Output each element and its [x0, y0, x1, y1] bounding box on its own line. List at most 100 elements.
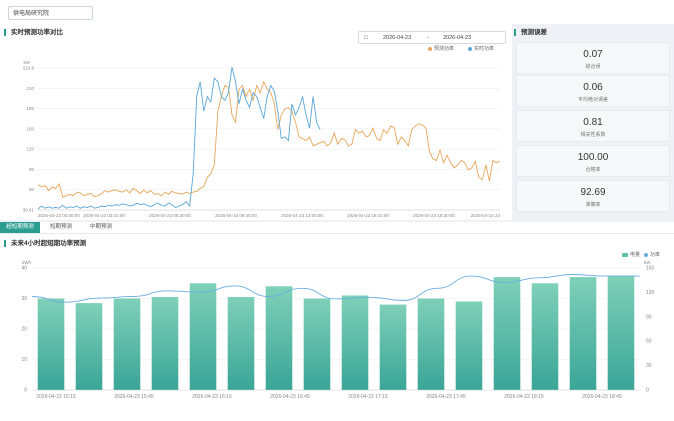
- y-tick-label: 30.61: [23, 208, 35, 213]
- metrics-title: 预测误差: [514, 29, 547, 36]
- metric-label: 相关性系数: [580, 132, 606, 138]
- bar: [493, 277, 521, 390]
- x-tick-label: 2026-04-23 15:15: [36, 394, 76, 400]
- left-tick-label: 40: [21, 266, 27, 272]
- legend-actual[interactable]: 实时功率: [468, 45, 494, 52]
- metric-value: 0.06: [583, 82, 603, 93]
- metric-label: 准确率: [585, 202, 601, 208]
- power-series-line: [31, 274, 640, 303]
- x-tick-label: 2026-04-23 17:45: [426, 394, 466, 400]
- bar: [569, 277, 597, 390]
- metric-card: 0.06 平均绝对误差: [516, 75, 670, 107]
- bar: [151, 297, 179, 390]
- bar: [607, 275, 635, 390]
- top-bar: 供电局研究院: [0, 0, 674, 25]
- series-line-predicted: [37, 80, 501, 198]
- left-tick-label: 10: [21, 357, 27, 363]
- legend-predicted[interactable]: 预测功率: [428, 45, 454, 52]
- bar: [37, 298, 65, 390]
- metric-card: 0.81 相关性系数: [516, 110, 670, 142]
- forecast-bar-chart: kWh kW 40 30 20 10 0 150 120 90 60 30 0 2026-04-23 15…: [21, 260, 655, 400]
- metric-value: 100.00: [577, 152, 609, 163]
- bar: [303, 298, 331, 390]
- left-tick-label: 30: [21, 296, 27, 302]
- forecast-title: 未来4小时超短期功率预测: [4, 240, 86, 247]
- x-tick-label: 2026-04-23 19:30:00: [413, 213, 455, 218]
- tab-ultra-short[interactable]: 超短期预测: [0, 222, 40, 233]
- y-tick-label: 120: [26, 147, 34, 152]
- bar: [113, 298, 141, 390]
- bar: [341, 295, 369, 390]
- x-tick-label: 2026-04-23 03:15:00: [83, 213, 125, 218]
- legend-power-marker: [644, 252, 648, 257]
- legend-energy-label: 电量: [630, 252, 641, 258]
- y-tick-label: 180: [26, 106, 34, 111]
- right-tick-label: 60: [646, 339, 652, 345]
- right-tick-label: 150: [646, 266, 655, 272]
- series-line-actual: [37, 66, 321, 210]
- metric-card: 0.07 综合误: [516, 42, 670, 74]
- bar: [265, 286, 293, 390]
- realtime-panel: 实时预测功率对比 □ 2026-04-23 - 2026-04-23 预测功率 …: [0, 24, 512, 220]
- tab-mid[interactable]: 中期预测: [89, 224, 112, 230]
- date-separator: -: [427, 35, 429, 41]
- y-tick-label: 223.8: [23, 66, 35, 71]
- right-axis-unit: kW: [644, 260, 651, 265]
- left-tick-label: 20: [21, 327, 27, 333]
- realtime-title: 实时预测功率对比: [4, 29, 63, 36]
- x-tick-label: 2026-04-23 13:00:00: [281, 213, 323, 218]
- legend-power[interactable]: 功率: [644, 251, 660, 258]
- left-tick-label: 0: [24, 388, 27, 394]
- bar: [227, 297, 255, 390]
- x-tick-label: 2026-04-23 16:15:00: [347, 213, 389, 218]
- forecast-panel: 超短期预测 短期预测 中期预测 未来4小时超短期功率预测 电量 功率 kWh kW…: [0, 222, 674, 421]
- legend-predicted-label: 预测功率: [434, 46, 455, 52]
- metric-value: 0.07: [583, 49, 603, 60]
- x-tick-label: 2026-04-23 06:30:00: [149, 213, 191, 218]
- metric-label: 平均绝对误差: [577, 97, 608, 103]
- bar: [189, 283, 217, 391]
- x-tick-label: 2026-04-23 17:15: [348, 394, 388, 400]
- metric-value: 92.69: [580, 187, 606, 198]
- x-tick-label: 2026-04-23 00:00:00: [38, 213, 80, 218]
- legend-predicted-marker: [428, 46, 432, 51]
- x-tick-label: 2026-04-23 16:15: [192, 394, 232, 400]
- bar: [417, 298, 445, 390]
- metric-label: 综合误: [585, 64, 601, 70]
- x-tick-label: 2026-04-23 18:45: [582, 394, 622, 400]
- date-end[interactable]: 2026-04-23: [443, 35, 472, 41]
- x-tick-label: 2026-04-23 18:15: [504, 394, 544, 400]
- y-tick-label: 90: [29, 167, 35, 172]
- y-tick-label: 210: [26, 86, 34, 91]
- date-start[interactable]: 2026-04-23: [383, 35, 412, 41]
- right-tick-label: 120: [646, 290, 655, 296]
- station-select[interactable]: 供电局研究院: [8, 6, 93, 20]
- legend-power-label: 功率: [650, 252, 661, 258]
- metric-label: 合格率: [585, 167, 601, 173]
- x-tick-label: 2026-04-23 16:45: [270, 394, 310, 400]
- bar: [75, 303, 103, 390]
- legend-actual-marker: [468, 46, 472, 51]
- forecast-tabs: 超短期预测 短期预测 中期预测: [0, 222, 674, 234]
- right-tick-label: 30: [646, 363, 652, 369]
- y-tick-label: 60: [29, 187, 35, 192]
- tab-short[interactable]: 短期预测: [49, 224, 72, 230]
- metric-card: 92.69 准确率: [516, 180, 670, 212]
- metric-card: 100.00 合格率: [516, 145, 670, 177]
- bar: [379, 304, 407, 390]
- y-axis-unit: kW: [24, 60, 31, 65]
- y-tick-label: 150: [26, 126, 34, 131]
- x-tick-label: 2026-04-23 23: [471, 213, 501, 218]
- legend-energy[interactable]: 电量: [622, 251, 640, 258]
- date-range-picker[interactable]: □ 2026-04-23 - 2026-04-23: [358, 31, 506, 44]
- right-tick-label: 90: [646, 314, 652, 320]
- metrics-panel: 预测误差 0.07 综合误 0.06 平均绝对误差 0.81 相关性系数 100.00 合格率…: [512, 24, 674, 220]
- legend-actual-label: 实时功率: [474, 46, 495, 52]
- right-tick-label: 0: [646, 388, 649, 394]
- bar: [531, 283, 559, 391]
- x-tick-label: 2026-04-23 15:45: [114, 394, 154, 400]
- metric-value: 0.81: [583, 117, 603, 128]
- legend-energy-marker: [622, 252, 628, 257]
- bar: [455, 301, 483, 390]
